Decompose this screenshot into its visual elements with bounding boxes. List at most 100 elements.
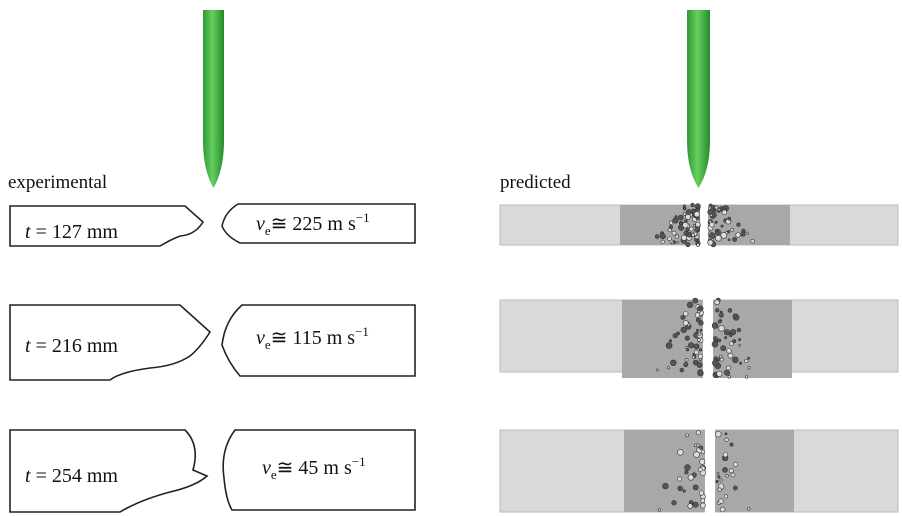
debris <box>699 458 706 465</box>
debris <box>732 356 739 364</box>
debris <box>738 338 742 342</box>
debris <box>682 320 689 326</box>
debris <box>684 335 690 341</box>
symbol: t <box>25 335 31 357</box>
debris <box>740 231 746 237</box>
debris <box>707 239 714 246</box>
debris <box>712 359 719 367</box>
thickness-label: t = 216 mm <box>25 335 118 357</box>
symbol: t <box>25 221 31 243</box>
debris <box>695 221 701 227</box>
debris <box>665 342 673 349</box>
penetrator <box>687 10 710 188</box>
debris <box>671 230 677 236</box>
debris <box>683 204 686 208</box>
debris <box>685 214 691 220</box>
debris <box>677 476 683 482</box>
debris <box>698 360 702 364</box>
debris <box>735 232 741 238</box>
debris <box>672 217 679 224</box>
debris <box>671 500 677 506</box>
velocity-label: ve≅ 45 m s−1 <box>262 454 366 482</box>
debris <box>695 317 701 323</box>
debris <box>744 358 749 364</box>
debris <box>668 339 672 343</box>
debris <box>718 325 725 332</box>
debris <box>727 375 731 379</box>
debris <box>714 220 718 224</box>
debris <box>690 202 695 208</box>
thickness-label: t = 127 mm <box>25 221 118 243</box>
debris <box>694 312 701 318</box>
value-text: = 127 mm <box>36 221 119 243</box>
debris <box>693 349 699 355</box>
debris <box>733 461 739 467</box>
debris <box>709 203 713 207</box>
debris <box>697 369 704 377</box>
debris <box>712 208 717 213</box>
debris <box>724 370 731 376</box>
debris <box>715 229 719 233</box>
debris <box>718 498 724 504</box>
debris <box>684 358 689 362</box>
debris <box>683 311 689 317</box>
debris <box>696 243 700 247</box>
value-text: ≅ 45 m s <box>277 457 352 479</box>
plate-fragment <box>222 429 416 511</box>
plate-fragment <box>9 429 209 513</box>
debris <box>693 443 698 448</box>
debris <box>739 361 743 365</box>
debris <box>729 442 734 447</box>
debris <box>707 209 714 215</box>
debris <box>736 222 741 227</box>
debris <box>680 326 687 334</box>
debris <box>699 445 704 450</box>
debris <box>659 233 666 240</box>
subscript: e <box>271 467 277 482</box>
debris <box>714 205 719 210</box>
debris <box>683 230 689 236</box>
debris <box>722 452 729 458</box>
debris <box>684 219 688 223</box>
value-text: ≅ 115 m s <box>271 327 356 349</box>
debris <box>711 340 719 348</box>
velocity-label: ve≅ 225 m s−1 <box>256 210 370 238</box>
debris <box>732 237 738 242</box>
debris <box>654 234 660 239</box>
symbol: v <box>256 213 265 235</box>
debris <box>679 367 685 373</box>
debris <box>714 299 720 306</box>
debris <box>729 341 734 346</box>
debris <box>726 348 732 354</box>
thickness-label: t = 254 mm <box>25 465 118 487</box>
debris <box>682 206 687 211</box>
debris <box>726 230 731 234</box>
debris <box>676 240 680 244</box>
debris <box>715 480 719 484</box>
debris <box>717 208 721 212</box>
debris <box>686 348 690 352</box>
debris <box>724 432 728 436</box>
debris <box>723 494 729 499</box>
debris <box>677 485 683 492</box>
plate-fragment <box>9 205 205 247</box>
debris <box>682 212 687 216</box>
debris <box>671 241 675 245</box>
superscript: −1 <box>352 454 366 469</box>
debris <box>722 467 728 473</box>
debris <box>717 338 722 343</box>
debris <box>687 503 693 509</box>
debris <box>712 212 717 218</box>
debris <box>716 370 723 377</box>
debris <box>709 222 715 228</box>
debris <box>720 224 724 228</box>
debris <box>684 470 689 475</box>
debris <box>732 485 738 491</box>
debris <box>695 328 699 332</box>
debris <box>657 508 661 512</box>
debris <box>732 339 737 343</box>
debris <box>708 232 716 239</box>
debris <box>720 232 728 239</box>
debris <box>682 221 689 229</box>
debris <box>730 227 735 232</box>
